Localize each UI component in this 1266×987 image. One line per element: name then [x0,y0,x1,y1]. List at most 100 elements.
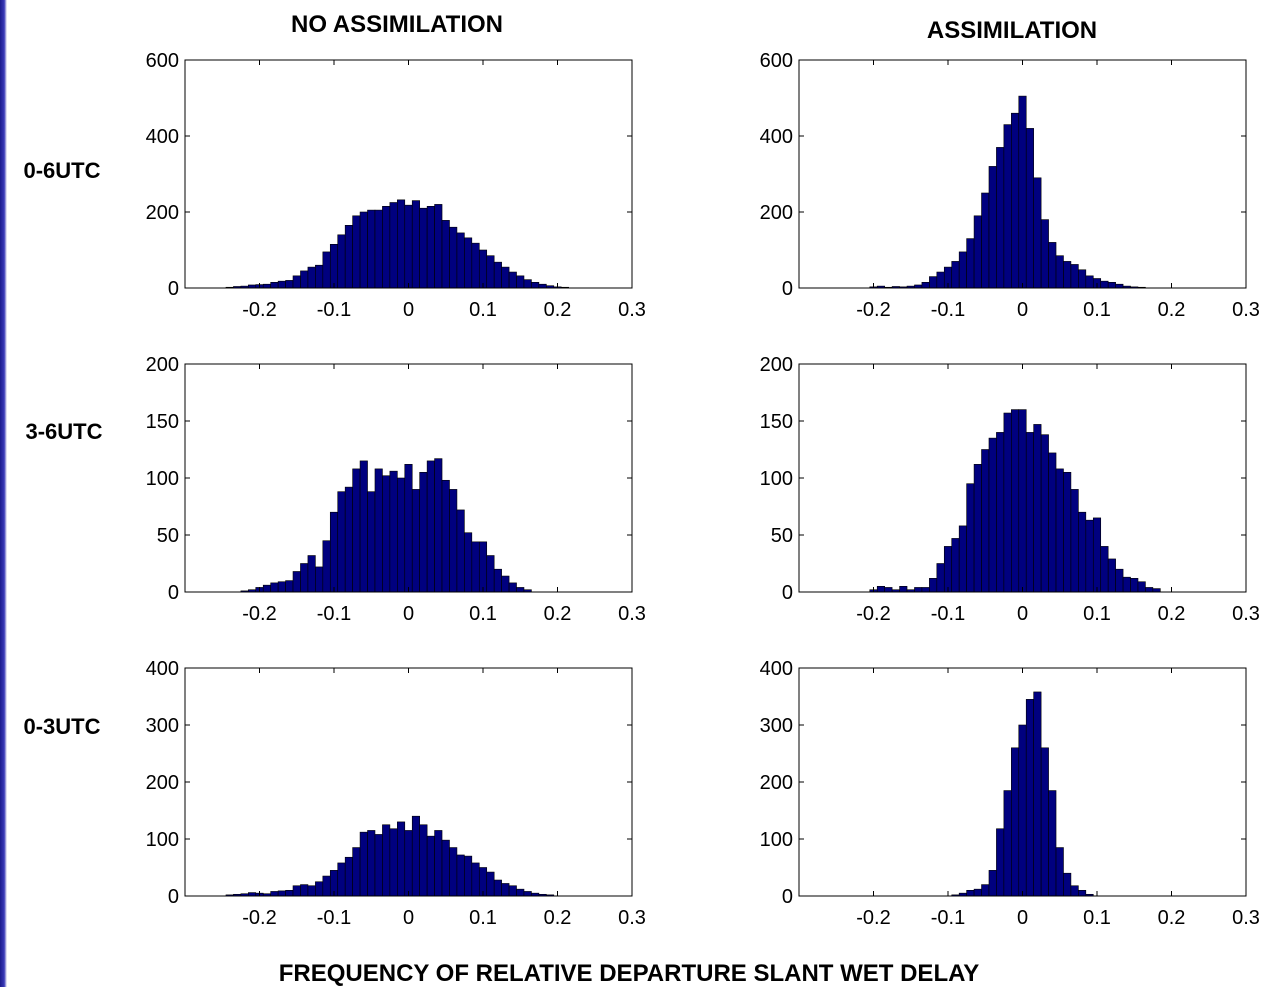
histogram-bar [493,261,502,289]
histogram-bar [914,587,923,593]
histogram-bar [501,883,510,897]
histogram-bar [464,237,473,289]
histogram-bar [367,209,376,289]
histogram-bar [988,437,997,593]
histogram-bar [1040,434,1049,593]
histogram-bar [508,885,517,897]
histogram-bar [1055,468,1064,593]
x-tick-label: 0.1 [469,907,497,929]
histogram-bar [285,580,294,593]
histogram-bar [1018,95,1027,289]
histogram-panels: -0.2 -0.1 0 0.1 0.2 0.3 0 200 400 600 -0.2 -0.1 0 0.1… [146,50,1260,929]
histogram-bar [337,862,346,897]
histogram-bar [426,460,435,593]
y-tick-label: 200 [760,202,793,224]
histogram-bar [449,847,458,897]
y-tick-label: 200 [146,772,179,794]
x-tick-label: -0.2 [856,603,890,625]
histogram-bar [1063,872,1072,897]
histogram-bar [936,271,945,289]
histogram-bar [1055,255,1064,289]
histogram-bar [248,892,257,897]
histogram-bar [367,830,376,897]
y-tick-label: 100 [146,829,179,851]
y-tick-label: 200 [760,772,793,794]
histogram-bar [389,202,398,289]
histogram-bar [464,855,473,897]
histogram-panel-4: -0.2 -0.1 0 0.1 0.2 0.3 0 50 100 150 200 [760,354,1260,625]
histogram-bar [966,238,975,289]
histogram-bar [486,255,495,289]
histogram-bar [322,875,331,897]
y-tick-label: 400 [146,658,179,680]
figure-xlabel: FREQUENCY OF RELATIVE DEPARTURE SLANT WE… [279,960,980,987]
x-tick-label: 0.1 [1083,907,1111,929]
x-tick-label: -0.2 [242,299,276,321]
histogram-bar [300,270,309,289]
histogram-bar [315,264,324,289]
histogram-bar [419,207,428,289]
histogram-bar [1040,219,1049,289]
y-tick-label: 0 [168,278,179,300]
x-tick-label: -0.2 [856,299,890,321]
histogram-bar [478,249,488,289]
histogram-bar [1107,558,1116,593]
histogram-bar [973,464,982,593]
histogram-bar [988,870,997,897]
histogram-bar [292,885,301,897]
histogram-bar [1025,699,1034,897]
histogram-bar [1003,124,1012,289]
histogram-bar [1033,177,1042,289]
histogram-bar [899,585,908,593]
y-tick-label: 200 [760,354,793,376]
x-tick-label: -0.1 [317,603,351,625]
x-tick-label: 0 [1017,299,1028,321]
histogram-bar [516,587,525,593]
histogram-bar [397,199,406,289]
histogram-bar [404,204,413,289]
histogram-bar [486,871,495,897]
x-tick-label: -0.1 [317,907,351,929]
histogram-bar [449,226,458,289]
histogram-bar [456,232,465,289]
histogram-panel-6: -0.2 -0.1 0 0.1 0.2 0.3 0 100 200 300 400 [760,658,1260,929]
histogram-bar [1085,519,1094,593]
slide-edge-bar [0,0,7,987]
y-tick-label: 100 [760,829,793,851]
histogram-bar [359,211,368,289]
histogram-bar [1122,576,1131,593]
histogram-bar [523,279,532,289]
histogram-bar [501,575,510,593]
histogram-bar [936,563,945,593]
histogram-bar [419,471,428,593]
histogram-bar [434,458,443,593]
histogram-bar [1063,261,1072,289]
histogram-bar [322,540,331,593]
histogram-bar [359,831,368,897]
histogram-bar [426,206,435,289]
histogram-bar [981,884,990,897]
histogram-bar [270,582,279,593]
histogram-bar [1025,432,1034,593]
x-tick-label: 0.1 [469,299,497,321]
histogram-bar [988,166,997,289]
histogram-bar [404,830,413,897]
histogram-panel-2: -0.2 -0.1 0 0.1 0.2 0.3 0 200 400 600 [760,50,1260,321]
y-tick-label: 50 [157,525,179,547]
histogram-bar [1033,691,1042,897]
histogram-bar [464,532,473,593]
histogram-bar [419,824,428,897]
x-tick-label: 0.3 [1232,907,1260,929]
x-tick-label: 0.3 [618,907,646,929]
histogram-bar [352,468,361,593]
histogram-bar [996,432,1005,593]
x-tick-label: 0.1 [1083,299,1111,321]
histogram-bar [1033,424,1042,593]
histogram-bar [1003,790,1012,897]
histogram-bar [958,525,967,593]
x-tick-label: 0.2 [1158,603,1186,625]
histogram-bar [344,486,353,593]
histogram-bar [397,821,406,897]
histogram-bar [1078,269,1087,289]
